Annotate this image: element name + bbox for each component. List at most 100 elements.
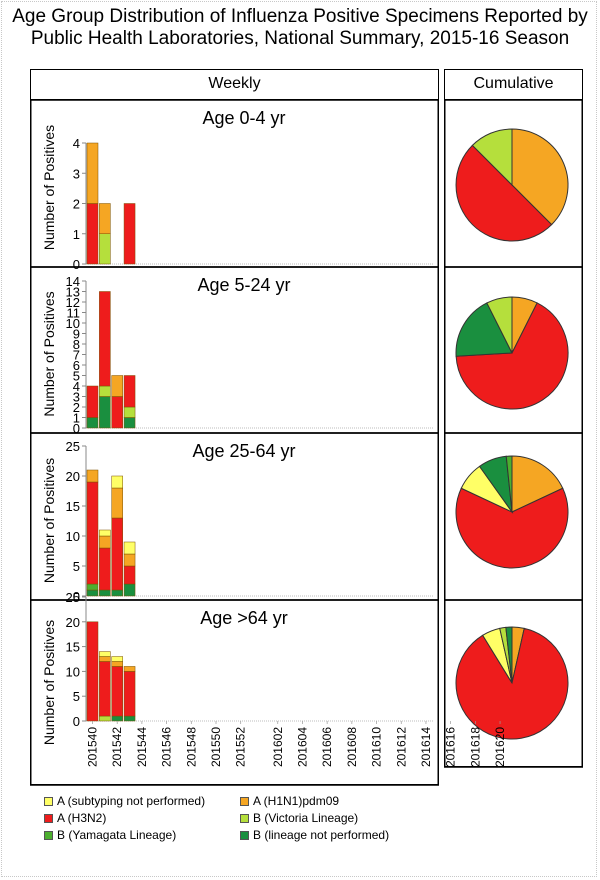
bar-segment <box>99 656 111 662</box>
bar-segment <box>99 203 111 234</box>
panel-title: Age 0-4 yr <box>202 108 285 128</box>
y-tick-label: 3 <box>73 390 80 405</box>
y-axis-label: Number of Positives <box>41 620 57 745</box>
bar-segment <box>99 589 111 597</box>
bar-segment <box>99 529 111 537</box>
x-tick-label: 201620 <box>493 727 507 767</box>
bar-segment <box>86 621 99 722</box>
y-tick-label: 20 <box>66 469 80 484</box>
y-tick-label: 0 <box>73 257 80 272</box>
bar-segment <box>123 583 136 597</box>
y-tick-label: 10 <box>66 664 80 679</box>
y-tick-label: 2 <box>73 197 80 212</box>
x-tick-label: 201542 <box>110 727 124 767</box>
x-axis: 201540 201542 201544 201546 201548 201550 2015… <box>86 721 507 767</box>
bar-segment <box>123 375 136 408</box>
bar-segment <box>99 385 111 397</box>
legend-label: B (Yamagata Lineage) <box>57 828 177 842</box>
x-tick-label: 201546 <box>160 727 174 767</box>
cumulative-header: Cumulative <box>473 75 554 92</box>
legend-label: A (H1N1)pdm09 <box>253 794 340 808</box>
bar-segment <box>123 417 136 429</box>
bar-segment <box>86 481 99 585</box>
pie-slice <box>455 302 513 357</box>
legend-swatch <box>240 796 249 806</box>
x-tick-label: 201616 <box>444 727 458 767</box>
bar-segment <box>111 375 123 397</box>
x-tick-label: 201608 <box>345 727 359 767</box>
bar-segment <box>111 589 123 597</box>
x-tick-label: 201552 <box>234 727 248 767</box>
legend-label: B (Victoria Lineage) <box>253 811 359 825</box>
legend-swatch <box>240 830 249 840</box>
y-tick-label: 8 <box>73 337 80 352</box>
y-tick-label: 0 <box>73 714 80 729</box>
bar-segment <box>86 385 99 418</box>
y-tick-label: 4 <box>73 136 80 151</box>
pie-slice <box>471 128 513 187</box>
bar-segment <box>86 142 99 204</box>
cumulative-subpanel <box>444 599 583 768</box>
y-tick-label: 12 <box>66 295 80 310</box>
bar-segment <box>99 233 111 265</box>
chart-1: 0 1 2 3 4 Number of Positives Age 0-4 yr <box>30 99 583 272</box>
bar-segment <box>111 666 123 717</box>
x-tick-label: 201618 <box>468 727 482 767</box>
x-tick-label: 201540 <box>86 727 100 767</box>
y-tick-label: 25 <box>66 439 80 454</box>
x-tick-label: 201614 <box>419 727 433 767</box>
legend-item-a-h3n2: A (H3N2) <box>44 810 106 826</box>
pie-slice <box>455 487 569 569</box>
y-tick-label: 5 <box>73 369 80 384</box>
bar-segment <box>86 583 99 591</box>
y-tick-label: 7 <box>73 348 80 363</box>
bar-segment <box>123 666 136 672</box>
y-tick-label: 0 <box>73 589 80 604</box>
pie-slice <box>505 626 513 684</box>
legend-swatch <box>240 813 249 823</box>
y-tick-label: 10 <box>66 316 80 331</box>
y-tick-label: 1 <box>73 411 80 426</box>
y-axis-label: Number of Positives <box>41 458 57 583</box>
x-tick-label: 201604 <box>295 727 309 767</box>
y-tick-label: 11 <box>67 306 81 321</box>
panel-title: Age 25-64 yr <box>192 441 295 461</box>
panel-title: Age 5-24 yr <box>197 275 290 295</box>
pie-slice <box>455 627 569 740</box>
y-tick-label: 2 <box>73 400 80 415</box>
pie-slice <box>455 144 553 242</box>
bar-segment <box>99 535 111 549</box>
pie-slice <box>455 302 569 410</box>
x-tick-label: 201544 <box>135 727 149 767</box>
bar-segment <box>111 656 123 662</box>
legend-item-a-subtyping-not-performed: A (subtyping not performed) <box>44 793 205 809</box>
legend-item-b-yamagata: B (Yamagata Lineage) <box>44 827 176 843</box>
legend-item-b-victoria: B (Victoria Lineage) <box>240 810 358 826</box>
bar-segment <box>99 547 111 591</box>
panel-title: Age >64 yr <box>200 608 288 628</box>
y-tick-label: 25 <box>66 590 80 605</box>
bar-segment <box>99 715 111 722</box>
legend-swatch <box>44 813 53 823</box>
y-tick-label: 6 <box>73 358 80 373</box>
bar-segment <box>99 396 111 429</box>
y-tick-label: 4 <box>73 379 80 394</box>
y-tick-label: 5 <box>73 559 80 574</box>
bar-segment <box>111 475 123 489</box>
bar-segment <box>123 715 136 722</box>
bar-segment <box>123 671 136 717</box>
chart-3: 0 5 10 15 20 25 Number of Positives Age 25-64 y… <box>30 432 583 604</box>
x-tick-label: 201612 <box>394 727 408 767</box>
x-tick-label: 201550 <box>209 727 223 767</box>
y-tick-label: 1 <box>73 227 80 242</box>
chart-title-line-2: Public Health Laboratories, National Sum… <box>30 28 570 49</box>
bar-segment <box>86 589 99 597</box>
bar-segment <box>123 553 136 567</box>
pie-slice <box>511 128 569 226</box>
y-tick-label: 0 <box>73 421 80 436</box>
y-tick-label: 15 <box>66 499 80 514</box>
pie-slice <box>486 296 513 354</box>
y-tick-label: 20 <box>66 615 80 630</box>
